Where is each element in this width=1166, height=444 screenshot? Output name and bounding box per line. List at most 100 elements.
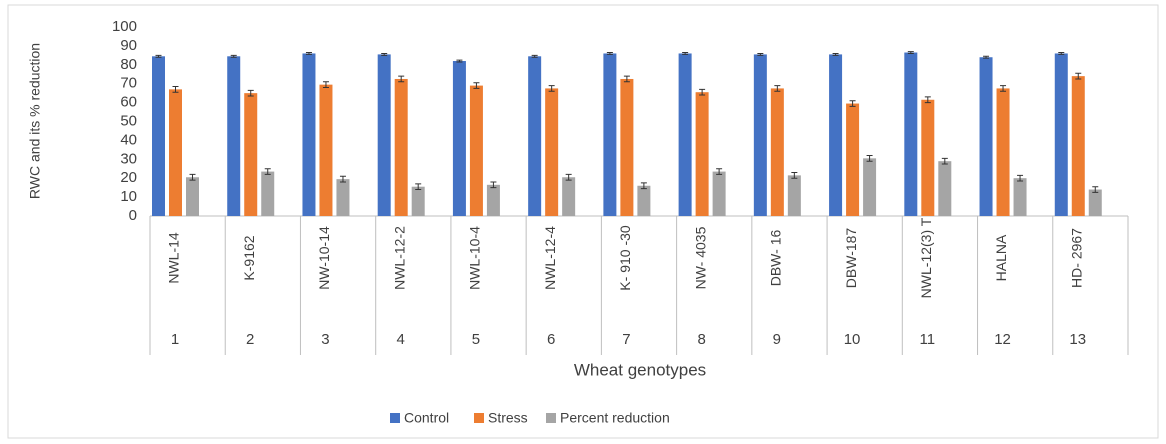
y-tick-label: 70 (120, 75, 137, 92)
x-tick-label: NWL-10-4 (467, 226, 483, 290)
legend-swatch (474, 413, 484, 423)
y-tick-label: 50 (120, 112, 137, 129)
x-tick-label: K- 910 -30 (617, 225, 633, 291)
bar (603, 53, 617, 217)
bar (528, 56, 542, 216)
error-bar (866, 155, 873, 162)
bar (829, 54, 843, 216)
error-bar (305, 52, 312, 55)
group-label: 3 (321, 331, 329, 348)
bar (227, 56, 241, 216)
x-tick-label: NWL-12-2 (391, 226, 407, 290)
bar (1013, 178, 1027, 216)
x-axis-title: Wheat genotypes (574, 360, 706, 379)
error-bar (230, 54, 237, 58)
bar (904, 52, 918, 216)
legend-swatch (390, 413, 400, 423)
x-tick-label: NW-10-14 (316, 226, 332, 290)
x-tick-label: HALNA (993, 234, 1009, 281)
x-tick-label: NWL-14 (166, 232, 182, 284)
y-tick-label: 80 (120, 56, 137, 73)
group-label: 13 (1069, 331, 1086, 348)
error-bar (1075, 72, 1082, 80)
error-bar (189, 173, 196, 181)
error-bar (849, 100, 856, 107)
bar (377, 54, 391, 216)
error-bar (606, 52, 613, 55)
bar (938, 161, 952, 216)
y-tick-label: 90 (120, 37, 137, 54)
error-bar (247, 89, 254, 97)
legend-label: Stress (488, 410, 528, 426)
group-label: 11 (920, 331, 936, 348)
bar (452, 61, 466, 216)
error-bar (699, 88, 706, 96)
bar (1088, 189, 1102, 216)
bar (469, 85, 483, 216)
x-tick-label: NWL-12-4 (542, 226, 558, 290)
error-bar (381, 52, 388, 56)
group-label: 2 (246, 331, 254, 348)
error-bar (1017, 174, 1024, 182)
bar (319, 84, 333, 217)
bar (336, 179, 350, 216)
x-tick-label: NWL-12(3) T (918, 217, 934, 298)
y-tick-label: 0 (129, 207, 137, 224)
error-bar (1092, 186, 1099, 193)
error-bar (565, 173, 572, 181)
error-bar (415, 183, 422, 191)
group-label: 4 (397, 331, 405, 348)
group-label: 9 (773, 331, 781, 348)
error-bar (1000, 85, 1007, 92)
bar (152, 56, 165, 216)
bar (169, 89, 182, 216)
error-bar (322, 81, 329, 88)
error-bar (791, 172, 798, 179)
bar (244, 93, 258, 216)
bar (753, 54, 767, 216)
bar (545, 88, 559, 216)
legend-swatch (546, 413, 556, 423)
bar (712, 171, 726, 216)
bar (302, 53, 316, 217)
bar (411, 186, 425, 216)
error-bar (155, 54, 162, 58)
bar (562, 177, 576, 216)
legend-label: Control (404, 410, 449, 426)
error-bar (548, 85, 555, 92)
group-label: 8 (697, 331, 705, 348)
error-bar (941, 157, 948, 165)
bar (846, 103, 860, 216)
bar (620, 78, 634, 216)
bar (695, 92, 709, 216)
error-bar (473, 82, 480, 89)
bar (486, 184, 500, 216)
bar (921, 99, 935, 216)
bar (1054, 53, 1068, 217)
error-bar (983, 55, 990, 59)
group-label: 10 (844, 331, 861, 348)
bar (996, 88, 1010, 216)
bar (770, 88, 784, 216)
error-bar (623, 75, 630, 83)
error-bar (682, 52, 689, 55)
y-tick-label: 60 (120, 94, 137, 111)
bar (637, 185, 651, 216)
error-bar (490, 181, 497, 189)
error-bar (172, 86, 179, 93)
group-label: 7 (622, 331, 630, 348)
group-label: 5 (472, 331, 480, 348)
x-tick-label: HD- 2967 (1068, 228, 1084, 288)
x-tick-label: DBW- 16 (768, 230, 784, 287)
bar (863, 158, 877, 216)
error-bar (924, 96, 931, 104)
y-tick-label: 30 (120, 150, 137, 167)
group-label: 1 (171, 331, 179, 348)
error-bar (832, 52, 839, 56)
bar (787, 175, 801, 216)
error-bar (456, 59, 463, 63)
chart-frame (7, 4, 1159, 439)
x-tick-label: NW- 4035 (692, 226, 708, 289)
bar (261, 171, 275, 216)
